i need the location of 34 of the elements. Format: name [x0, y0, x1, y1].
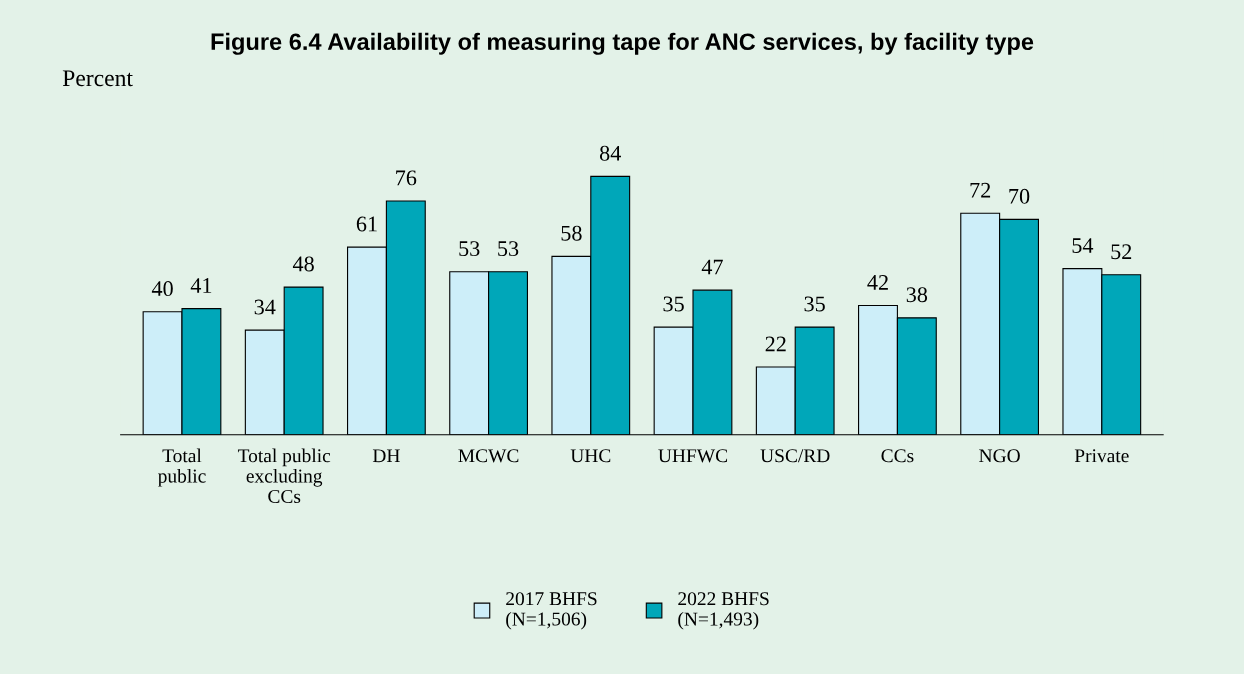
data-label: 35	[804, 296, 825, 312]
x-tick-label: UHC	[570, 449, 611, 463]
data-label: 58	[561, 225, 582, 241]
data-label: 84	[599, 145, 621, 161]
legend-label: 2017 BHFS (N=1,506)	[506, 592, 597, 630]
data-label: 34	[254, 299, 276, 315]
data-label: 40	[151, 281, 173, 297]
data-label: 72	[970, 182, 991, 198]
x-tick-label: Total public excluding CCs	[237, 448, 331, 504]
data-label: 38	[906, 287, 928, 303]
x-tick-label: Private	[1074, 449, 1129, 463]
data-label: 52	[1111, 244, 1132, 260]
data-label: 48	[292, 256, 314, 272]
y-axis-title: Percent	[62, 70, 133, 87]
x-tick-label: Total public	[158, 448, 206, 487]
legend-label: 2022 BHFS (N=1,493)	[678, 592, 769, 630]
data-label: 54	[1072, 238, 1094, 254]
data-label: 70	[1009, 188, 1030, 204]
data-label: 42	[867, 274, 888, 290]
data-label: 41	[190, 278, 212, 293]
x-tick-label: USC/RD	[760, 449, 830, 463]
data-label: 76	[396, 170, 417, 186]
chart-title: Figure 6.4 Availability of measuring tape for ANC services, by facility type	[211, 32, 1034, 55]
data-label: 53	[459, 241, 480, 257]
x-tick-label: CCs	[881, 449, 914, 463]
data-label: 22	[765, 336, 786, 352]
x-tick-label: MCWC	[458, 449, 519, 463]
x-tick-label: NGO	[979, 449, 1020, 463]
data-label: 61	[356, 216, 377, 232]
data-label: 47	[701, 259, 723, 275]
data-label: 35	[663, 296, 684, 312]
data-label: 53	[498, 241, 519, 257]
x-tick-label: UHFWC	[658, 449, 728, 463]
x-tick-label: DH	[372, 449, 400, 463]
